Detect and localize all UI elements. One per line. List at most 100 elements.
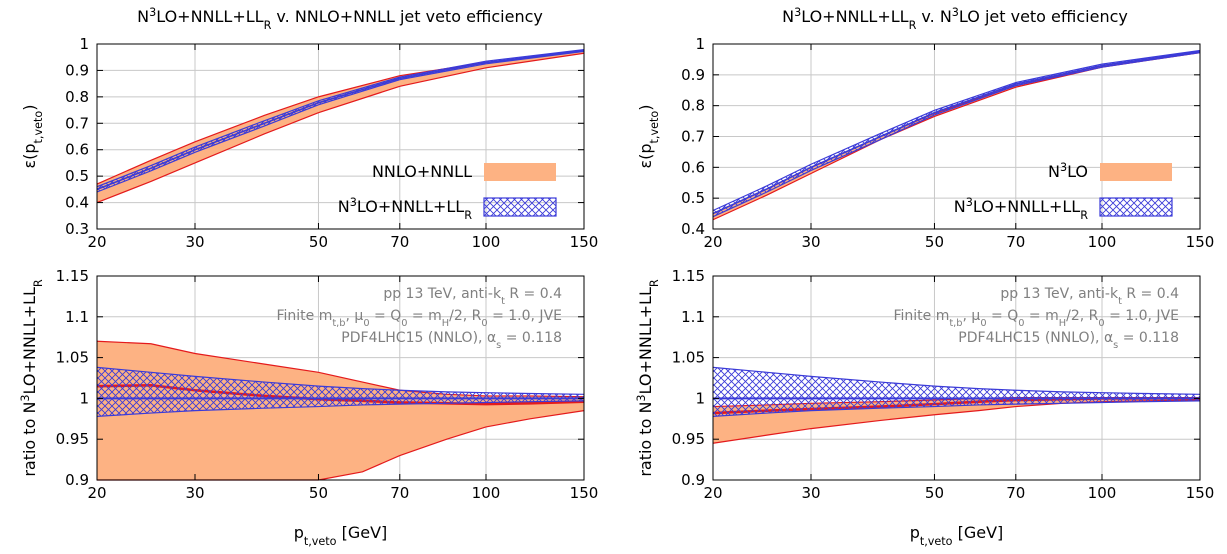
x-tick-label: 50 (309, 484, 328, 502)
left-chart-title: N3LO+NNLL+LLR v. NNLO+NNLL jet veto effi… (137, 6, 543, 32)
band-1-lower-edge (712, 52, 1201, 218)
legend-entry-1: N3LO+NNLL+LLR (954, 196, 1173, 222)
y-tick-label: 1.05 (56, 349, 89, 367)
x-tick-label: 70 (1006, 484, 1025, 502)
band-0-lower-edge (96, 52, 585, 204)
x-tick-label: 70 (1006, 233, 1025, 251)
x-tick-label: 30 (801, 233, 820, 251)
legend-entry-0: N3LO (1048, 161, 1172, 182)
x-tick-label: 150 (1186, 233, 1215, 251)
band-1-lower-edge (96, 50, 585, 193)
x-tick-label: 100 (472, 484, 501, 502)
left-annotations: pp 13 TeV, anti-kt R = 0.4 Finite mt,b, … (276, 286, 562, 351)
central-line-1 (96, 49, 585, 191)
annotation-line2: Finite mt,b, μ0 = Q0 = mH/2, R0 = 1.0, J… (276, 308, 562, 329)
x-tick-label: 50 (925, 484, 944, 502)
right-top-efficiency-panel: 20 30 50 70 100 150 0.4 0.5 0.6 0.7 0.8 0.9 1 ε(pt,ve… (636, 35, 1214, 251)
x-axis-label: pt,veto [GeV] (910, 523, 1004, 548)
right-annotations: pp 13 TeV, anti-kt R = 0.4 Finite mt,b, … (893, 286, 1179, 351)
x-tick-label: 70 (390, 233, 409, 251)
y-tick-label: 1.15 (56, 267, 89, 285)
plot-frame (96, 43, 585, 230)
legend-label: N3LO+NNLL+LLR (338, 196, 472, 222)
legend-label: N3LO (1048, 161, 1088, 182)
y-axis-label: ratio to N3LO+NNLL+LLR (19, 279, 45, 477)
legend-swatch-fill (484, 163, 556, 181)
y-tick-label: 0.9 (65, 61, 89, 79)
y-tick-label: 0.9 (681, 66, 705, 84)
x-tick-label: 50 (925, 233, 944, 251)
annotation-line3: PDF4LHC15 (NNLO), αs = 0.118 (341, 330, 562, 351)
band-1-upper-edge (96, 48, 585, 188)
band-1-upper-edge (96, 366, 585, 395)
band-1-lower-edge (96, 400, 585, 417)
central-line-1 (712, 50, 1201, 215)
annotation-line1: pp 13 TeV, anti-kt R = 0.4 (1000, 286, 1179, 307)
y-tick-label: 1.1 (65, 308, 89, 326)
y-tick-label: 0.4 (65, 194, 89, 212)
y-tick-label: 0.9 (681, 471, 705, 489)
x-tick-label: 150 (570, 484, 599, 502)
band-0-upper-edge (712, 51, 1201, 215)
y-tick-label: 1.1 (681, 308, 705, 326)
x-tick-label: 20 (703, 484, 722, 502)
y-tick-label: 0.5 (681, 189, 705, 207)
y-tick-label: 0.5 (65, 167, 89, 185)
right-bottom-ratio-panel: 20 30 50 70 100 150 0.9 0.95 1 1.05 1.1 1.15 ratio t… (635, 267, 1215, 548)
plot-frame (96, 275, 585, 481)
left-top-efficiency-panel: 20 30 50 70 100 150 0.3 0.4 0.5 0.6 0.7 0.8 0.9 1 ε(pt… (20, 35, 598, 251)
y-tick-label: 0.95 (672, 430, 705, 448)
y-tick-label: 1 (695, 35, 705, 53)
x-tick-label: 30 (185, 484, 204, 502)
band-0-fill (97, 341, 584, 480)
y-tick-label: 0.6 (65, 141, 89, 159)
y-tick-label: 0.7 (681, 128, 705, 146)
legend-entry-1: N3LO+NNLL+LLR (338, 196, 557, 222)
x-tick-label: 20 (87, 484, 106, 502)
y-tick-label: 0.4 (681, 220, 705, 238)
legend-swatch-hatch (483, 197, 557, 217)
left-bottom-ratio-panel: 20 30 50 70 100 150 0.9 0.95 1 1.05 1.1 1.15 ratio t… (19, 267, 599, 548)
band-1-upper-edge (712, 49, 1201, 212)
annotation-line1: pp 13 TeV, anti-kt R = 0.4 (383, 286, 562, 307)
x-tick-label: 100 (472, 233, 501, 251)
y-tick-label: 0.3 (65, 220, 89, 238)
y-axis-label: ratio to N3LO+NNLL+LLR (635, 279, 661, 477)
band-0-fill (713, 51, 1200, 220)
y-tick-label: 0.7 (65, 114, 89, 132)
legend-swatch-hatch (1099, 197, 1173, 217)
y-tick-label: 1 (79, 389, 89, 407)
right-chart-title: N3LO+NNLL+LLR v. N3LO jet veto efficienc… (782, 6, 1128, 32)
legend-entry-0: NNLO+NNLL (372, 162, 556, 181)
band-1-hatch (97, 367, 584, 417)
band-1-upper-edge (712, 366, 1201, 395)
x-tick-label: 30 (185, 233, 204, 251)
y-tick-label: 0.8 (681, 97, 705, 115)
annotation-line2: Finite mt,b, μ0 = Q0 = mH/2, R0 = 1.0, J… (893, 308, 1179, 329)
y-tick-label: 0.95 (56, 430, 89, 448)
x-tick-label: 100 (1088, 233, 1117, 251)
y-axis-label: ε(pt,veto) (636, 105, 661, 169)
x-axis-label: pt,veto [GeV] (294, 523, 388, 548)
x-tick-label: 70 (390, 484, 409, 502)
y-tick-label: 0.6 (681, 158, 705, 176)
x-tick-label: 20 (703, 233, 722, 251)
y-tick-label: 1 (79, 35, 89, 53)
x-tick-label: 150 (1186, 484, 1215, 502)
legend-label: NNLO+NNLL (372, 162, 472, 181)
y-tick-label: 0.9 (65, 471, 89, 489)
legend-label: N3LO+NNLL+LLR (954, 196, 1088, 222)
band-1-hatch (713, 50, 1200, 217)
y-tick-label: 1.15 (672, 267, 705, 285)
x-tick-label: 150 (570, 233, 599, 251)
annotation-line3: PDF4LHC15 (NNLO), αs = 0.118 (958, 330, 1179, 351)
band-1-hatch (713, 367, 1200, 417)
band-1-lower-edge (712, 400, 1201, 417)
plot-frame (712, 275, 1201, 481)
legend-swatch-fill (1100, 163, 1172, 181)
x-tick-label: 30 (801, 484, 820, 502)
y-tick-label: 1 (695, 389, 705, 407)
y-tick-label: 1.05 (672, 349, 705, 367)
x-tick-label: 20 (87, 233, 106, 251)
